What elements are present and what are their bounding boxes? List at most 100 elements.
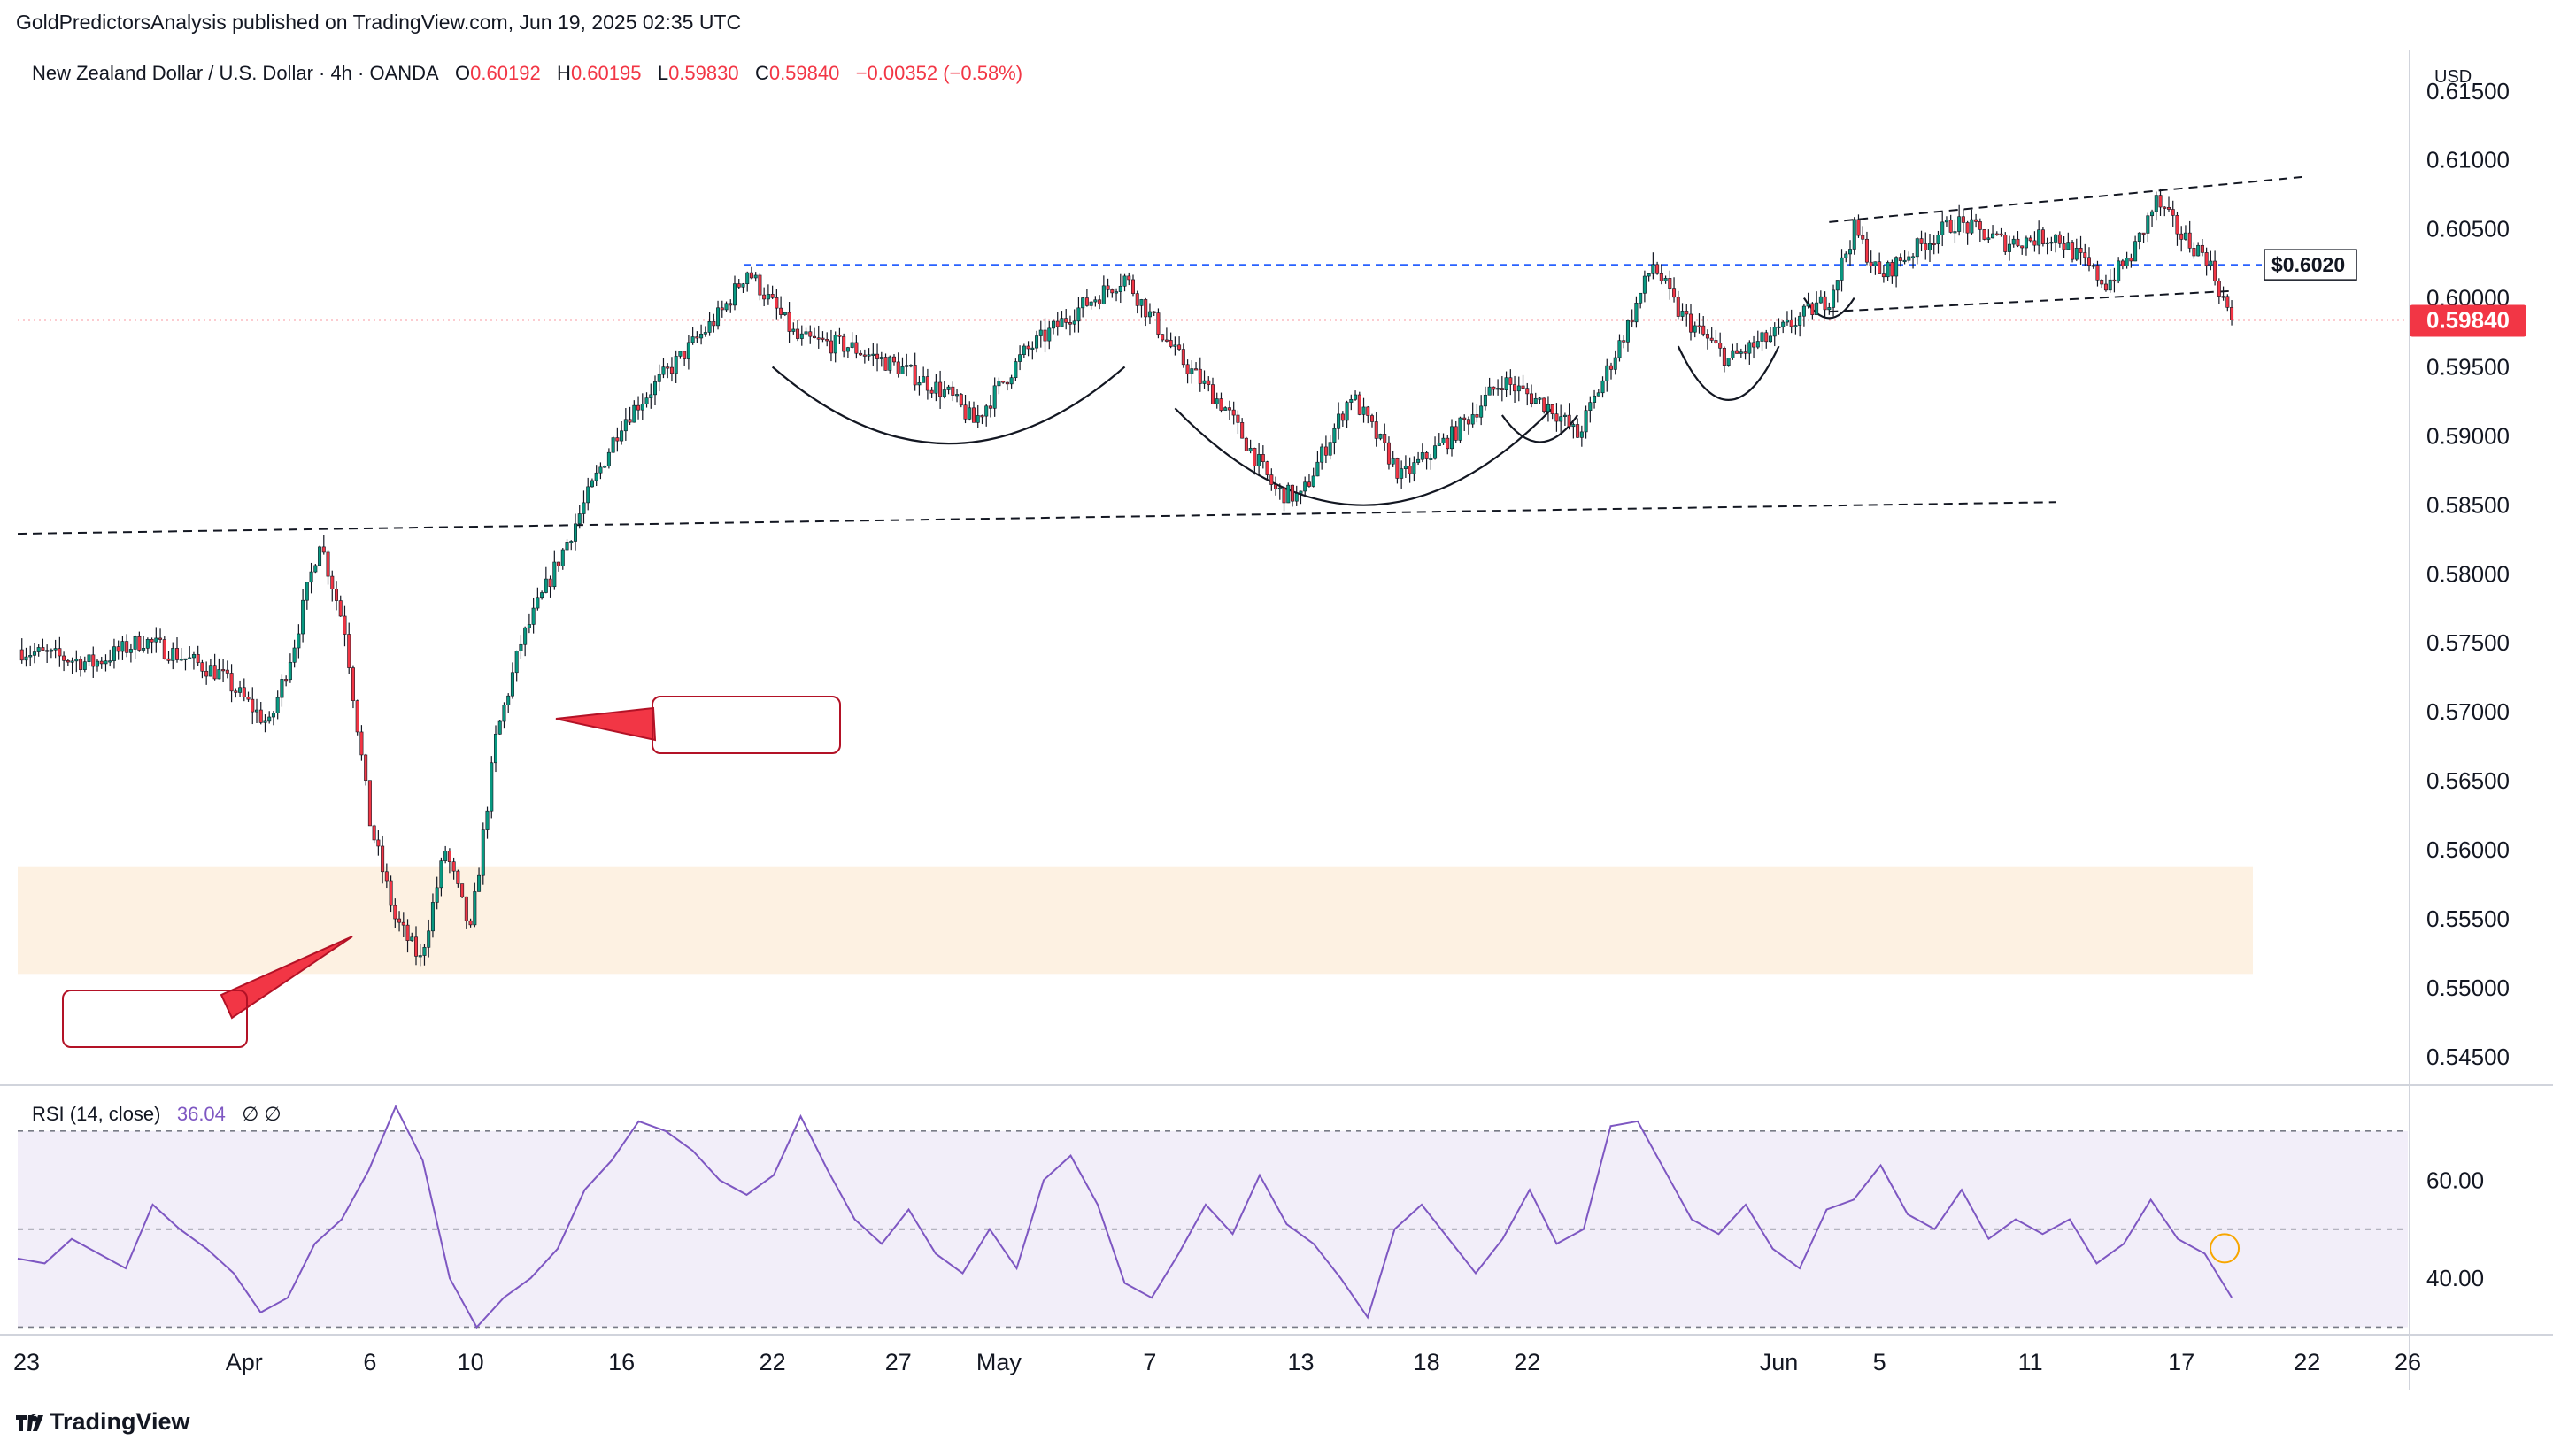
candle [125, 634, 129, 658]
open-label: O [455, 62, 471, 84]
candle-body [2066, 242, 2071, 250]
candle-body [2209, 260, 2213, 266]
candle [946, 384, 951, 395]
rsi-tick-label: 40.00 [2426, 1265, 2484, 1291]
candle [95, 659, 100, 672]
candle [2163, 206, 2167, 217]
candle [2196, 242, 2201, 257]
candle-body [640, 404, 644, 411]
candle [900, 357, 905, 374]
candle [1856, 214, 1861, 238]
candle-body [1294, 493, 1299, 502]
candle [976, 404, 980, 428]
candle-body [1902, 259, 1907, 263]
candle-body [2108, 279, 2112, 291]
candle-body [560, 549, 565, 566]
candle [552, 550, 557, 590]
candle-body [1349, 399, 1354, 403]
candle [1978, 218, 1982, 243]
candle [1018, 345, 1022, 371]
candle [1466, 416, 1470, 435]
candle [267, 711, 272, 724]
price-tick-label: 0.57500 [2426, 629, 2510, 656]
candle-body [1227, 407, 1231, 411]
candle [1391, 451, 1395, 467]
candle [737, 279, 741, 289]
candle [669, 357, 674, 382]
current-price-tag [2410, 304, 2526, 337]
candle-body [1961, 216, 1965, 223]
candle-body [145, 638, 150, 649]
candle-body [1277, 487, 1282, 490]
candle [816, 325, 821, 349]
rsi-legend[interactable]: RSI (14, close) 36.04 ∅ ∅ [32, 1103, 282, 1126]
symbol-name[interactable]: New Zealand Dollar / U.S. Dollar · 4h · … [32, 62, 439, 84]
candle-body [191, 654, 196, 659]
candle-body [1924, 243, 1928, 250]
candle [1529, 384, 1534, 408]
candle [1815, 291, 1819, 316]
candle-body [2154, 195, 2158, 212]
candle [1361, 397, 1366, 423]
time-tick-label: Apr [226, 1349, 263, 1375]
candle [1948, 214, 1953, 234]
candle [1847, 240, 1853, 266]
rsi-line [17, 1104, 2233, 1329]
candle-body [2040, 229, 2045, 244]
candle [506, 693, 511, 713]
candle [99, 656, 104, 669]
candle-body [95, 660, 100, 667]
candle [405, 919, 410, 953]
candle-body [732, 283, 737, 306]
candle-body [435, 887, 439, 903]
candle-body [1625, 320, 1630, 343]
candle [628, 406, 632, 425]
candle [1957, 204, 1962, 236]
candle-body [1412, 462, 1416, 474]
level-label-box [2264, 249, 2357, 281]
candle [1026, 341, 1030, 357]
rsi-tick-label: 60.00 [2426, 1167, 2484, 1193]
candle [292, 639, 297, 668]
candle-body [1659, 273, 1663, 281]
candle-body [1198, 368, 1202, 384]
candle [1240, 418, 1245, 439]
candle [200, 659, 204, 679]
candle [1357, 391, 1361, 416]
candle-body [200, 662, 204, 672]
candle-body [1022, 345, 1026, 355]
candle-body [1693, 325, 1697, 333]
candle-body [174, 648, 180, 660]
trump-callout-pointer [555, 706, 657, 742]
candle-body [674, 356, 678, 374]
candle-body [2200, 244, 2204, 253]
candle-body [1974, 219, 1978, 222]
candle [1093, 296, 1098, 307]
candle-body [49, 649, 53, 652]
candle [1055, 312, 1060, 336]
rsi-legend-name[interactable]: RSI (14, close) [32, 1103, 161, 1125]
candle [707, 312, 712, 336]
candle-body [783, 312, 787, 315]
candle [481, 822, 485, 885]
candle-body [343, 615, 347, 635]
candle-body [1722, 347, 1726, 366]
candle [766, 284, 770, 305]
candle [603, 465, 607, 468]
candle [66, 659, 70, 666]
candle-body [652, 381, 658, 396]
tradingview-brand[interactable]: TradingView [16, 1408, 190, 1436]
candle [1227, 400, 1231, 420]
currency-selector[interactable]: USD [2434, 67, 2472, 87]
candle-body [1156, 312, 1161, 335]
candle-body [1332, 428, 1337, 443]
symbol-legend[interactable]: New Zealand Dollar / U.S. Dollar · 4h · … [32, 62, 1022, 85]
candle [1894, 256, 1899, 288]
candle-body [1483, 394, 1487, 407]
candle [1508, 369, 1513, 396]
candle-body [2133, 241, 2138, 262]
candle [1991, 225, 1995, 239]
candle-body [1948, 220, 1953, 233]
candle [1261, 445, 1265, 469]
